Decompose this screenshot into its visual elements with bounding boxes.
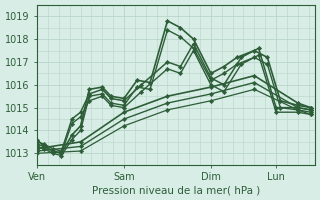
X-axis label: Pression niveau de la mer( hPa ): Pression niveau de la mer( hPa ) — [92, 185, 260, 195]
